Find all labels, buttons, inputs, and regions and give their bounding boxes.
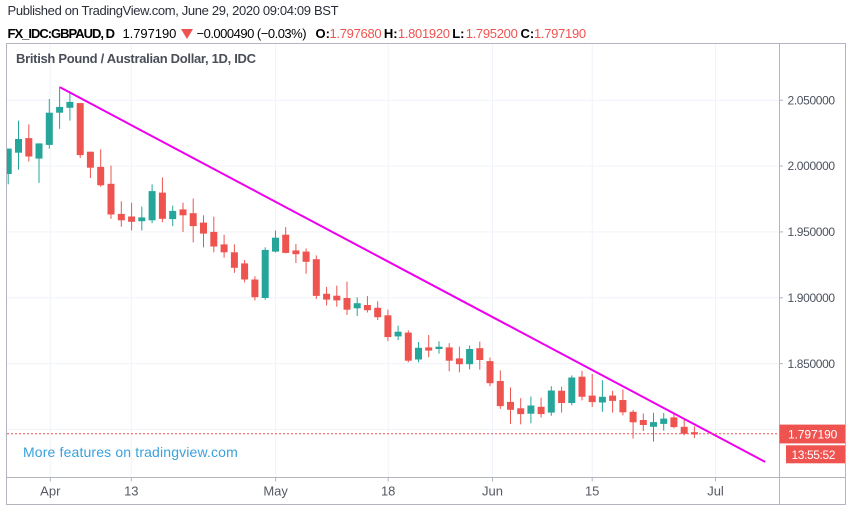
- svg-text:1.797190: 1.797190: [788, 428, 838, 442]
- svg-text:May: May: [263, 484, 288, 499]
- svg-text:2.000000: 2.000000: [788, 159, 836, 173]
- svg-text:1.950000: 1.950000: [788, 225, 836, 239]
- svg-text:Jul: Jul: [707, 484, 724, 499]
- svg-text:18: 18: [381, 484, 395, 499]
- svg-text:Apr: Apr: [40, 484, 61, 499]
- svg-text:13:55:52: 13:55:52: [792, 448, 836, 462]
- svg-text:2.050000: 2.050000: [788, 93, 836, 107]
- svg-text:13: 13: [124, 484, 138, 499]
- svg-text:Jun: Jun: [482, 484, 503, 499]
- svg-text:1.900000: 1.900000: [788, 291, 836, 305]
- svg-text:1.850000: 1.850000: [788, 357, 836, 371]
- svg-text:15: 15: [585, 484, 599, 499]
